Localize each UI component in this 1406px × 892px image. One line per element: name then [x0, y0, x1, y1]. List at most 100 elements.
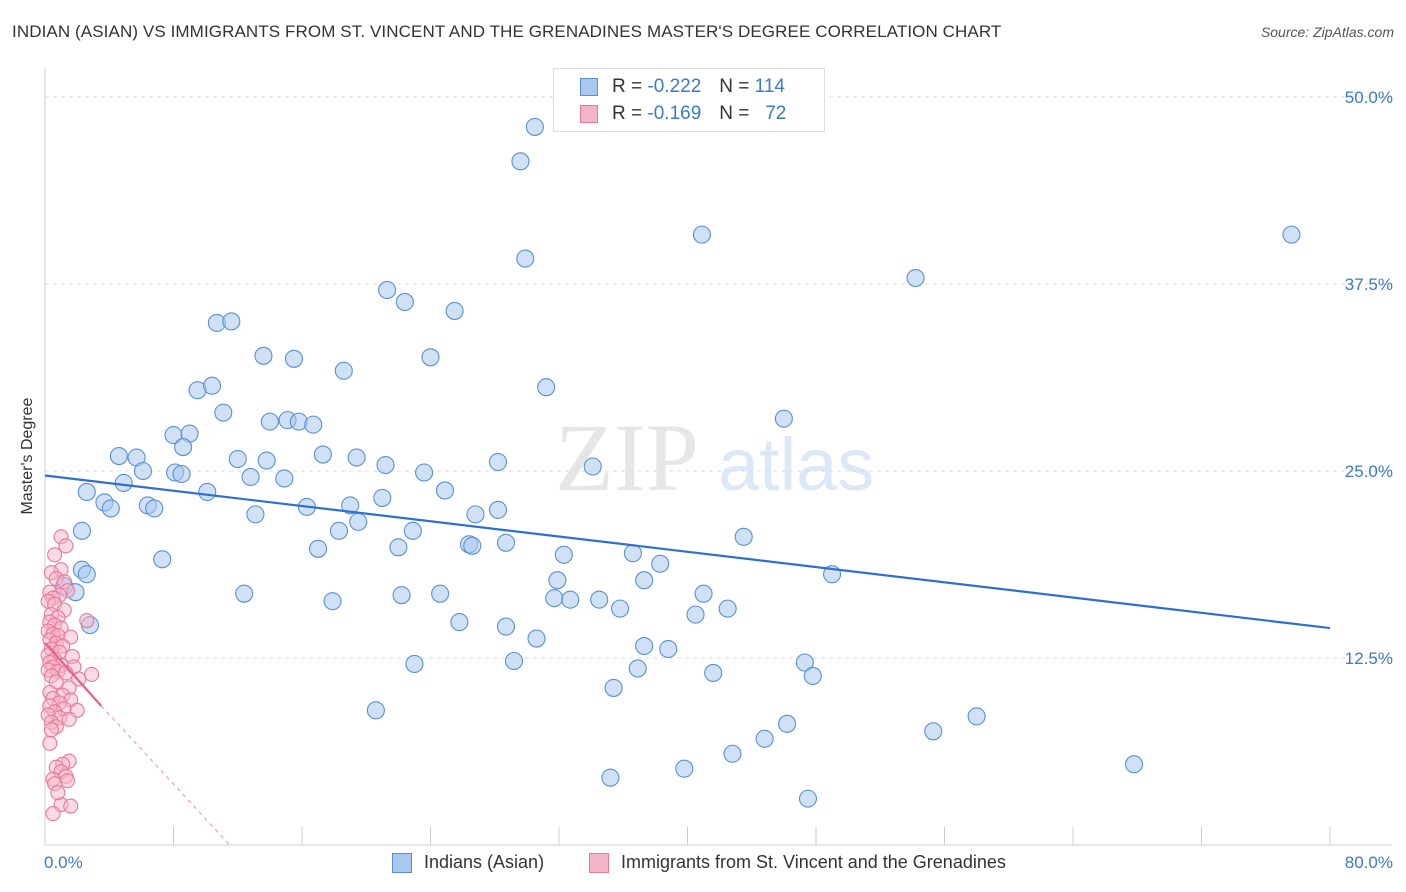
point-indians [525, 117, 544, 136]
legend-n-value: 72 [765, 103, 787, 124]
trend-lines [44, 474, 1331, 846]
point-immigrants [61, 711, 77, 727]
legend-swatch-pink [580, 105, 598, 123]
point-indians [376, 455, 395, 475]
point-indians [601, 768, 620, 787]
y-tick-label: 37.5% [1345, 275, 1393, 294]
point-indians [172, 464, 191, 484]
point-indians [241, 467, 260, 487]
point-indians [77, 482, 96, 501]
point-indians [246, 505, 265, 524]
point-indians [704, 663, 723, 683]
point-indians [198, 482, 217, 501]
point-indians [924, 722, 943, 741]
point-indians [114, 473, 133, 493]
point-indians [548, 571, 567, 590]
point-indians [635, 636, 654, 656]
point-indians [755, 729, 774, 748]
point-indians [692, 225, 712, 244]
point-indians [153, 550, 172, 569]
point-indians [323, 592, 342, 611]
point-indians [590, 590, 609, 609]
point-indians [554, 545, 573, 564]
point-indians [72, 521, 91, 540]
point-indians [421, 348, 440, 367]
point-indians [392, 586, 411, 605]
point-indians [145, 499, 164, 518]
point-indians [275, 469, 294, 488]
point-indians [378, 280, 397, 300]
point-indians [228, 449, 247, 469]
series-label-immigrants: Immigrants from St. Vincent and the Gren… [621, 852, 1006, 872]
point-indians [675, 759, 694, 778]
point-indians [431, 584, 450, 603]
gridlines [45, 96, 1392, 659]
point-indians [488, 500, 508, 519]
point-indians [795, 653, 814, 672]
legend-n-value: 114 [754, 76, 785, 97]
point-indians [313, 445, 332, 464]
point-indians [257, 451, 276, 470]
point-indians [309, 539, 328, 558]
point-indians [347, 448, 366, 467]
point-indians [604, 678, 623, 697]
legend-r-value: -0.222 [647, 76, 702, 97]
trend-line-immigrants-extension [100, 705, 231, 846]
point-indians [415, 463, 434, 482]
point-indians [718, 599, 737, 618]
point-indians [389, 538, 408, 557]
watermark-atlas: atlas [718, 423, 874, 506]
legend-r-label: R = [612, 103, 643, 124]
series-legend-indians: Indians (Asian) [392, 852, 544, 873]
point-indians [445, 301, 464, 320]
point-indians [659, 639, 678, 659]
series-swatch-pink [589, 852, 609, 873]
point-indians [133, 461, 153, 481]
point-indians [623, 544, 642, 563]
point-indians [527, 629, 546, 648]
point-indians [109, 446, 128, 466]
point-indians [734, 527, 753, 546]
point-immigrants [45, 806, 61, 822]
point-indians [686, 605, 705, 624]
legend-swatch-blue [580, 78, 598, 96]
x-tick-max: 80.0% [1344, 853, 1393, 872]
point-indians [203, 376, 222, 395]
point-indians [284, 349, 304, 368]
stats-legend: R = -0.222 N = 114 R = -0.169 N = 72 [553, 68, 825, 132]
point-indians [260, 412, 279, 431]
series-label-indians: Indians (Asian) [424, 852, 545, 872]
point-immigrants [59, 773, 76, 789]
series-legend: Indians (Asian) Immigrants from St. Vinc… [0, 852, 1406, 876]
point-indians [803, 666, 822, 686]
y-tick-label: 25.0% [1345, 462, 1393, 481]
point-indians [774, 409, 793, 428]
trend-line-indians [44, 474, 1331, 630]
y-tick-label: 12.5% [1345, 649, 1393, 668]
point-indians [516, 249, 535, 268]
x-tick-min: 0.0% [44, 853, 83, 872]
point-immigrants [50, 785, 66, 801]
series-legend-immigrants: Immigrants from St. Vincent and the Gren… [589, 852, 1006, 873]
point-indians [511, 152, 530, 171]
point-indians [967, 707, 986, 726]
source-label: Source: ZipAtlas.com [1260, 24, 1394, 40]
point-immigrants [42, 735, 58, 751]
point-indians [723, 744, 742, 763]
point-indians [214, 403, 233, 422]
point-indians [222, 312, 241, 331]
point-indians [651, 554, 670, 573]
point-indians [496, 617, 516, 636]
point-indians [537, 378, 556, 397]
legend-n-label: N = [719, 103, 750, 124]
chart-title: INDIAN (ASIAN) VS IMMIGRANTS FROM ST. VI… [12, 22, 1002, 41]
point-indians [435, 481, 455, 500]
point-indians [395, 292, 414, 312]
point-indians [101, 499, 120, 518]
point-indians [254, 346, 273, 365]
point-indians [496, 533, 516, 552]
point-indians [778, 714, 797, 733]
point-indians [488, 452, 508, 472]
point-indians [77, 565, 96, 584]
